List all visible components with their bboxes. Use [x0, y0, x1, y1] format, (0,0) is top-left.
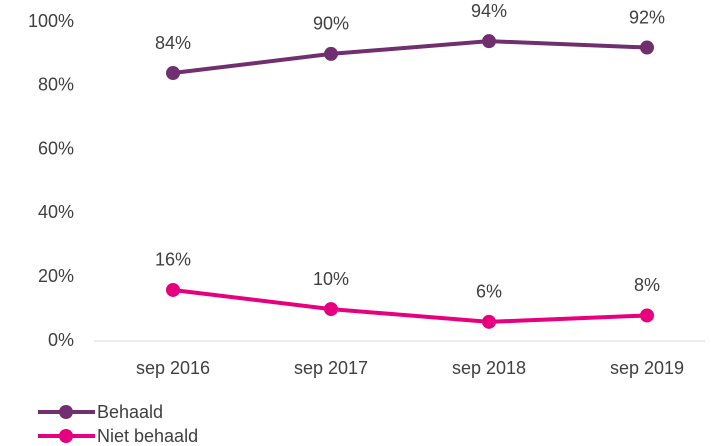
- legend-label: Behaald: [97, 402, 163, 422]
- data-point: [324, 46, 338, 61]
- data-label: 92%: [629, 7, 665, 27]
- data-label: 90%: [313, 14, 349, 34]
- data-label: 16%: [155, 250, 191, 270]
- data-point: [482, 314, 496, 329]
- x-tick-label: sep 2017: [294, 358, 368, 378]
- data-label: 10%: [313, 269, 349, 289]
- data-point: [640, 40, 654, 55]
- x-tick-label: sep 2016: [136, 358, 210, 378]
- data-point: [324, 302, 338, 317]
- y-tick-label: 80%: [38, 75, 74, 95]
- data-label: 6%: [476, 282, 502, 302]
- series-line: [172, 39, 648, 76]
- y-tick-label: 0%: [48, 330, 74, 350]
- series-line: [172, 287, 648, 324]
- data-label: 84%: [155, 33, 191, 53]
- data-point: [640, 308, 654, 323]
- y-tick-label: 20%: [38, 266, 74, 286]
- y-tick-label: 60%: [38, 138, 74, 158]
- legend-marker: [59, 429, 73, 443]
- x-tick-label: sep 2019: [610, 358, 684, 378]
- y-tick-label: 100%: [28, 11, 74, 31]
- data-label: 94%: [471, 1, 507, 21]
- y-tick-label: 40%: [38, 202, 74, 222]
- legend-label: Niet behaald: [97, 426, 198, 446]
- data-label: 8%: [634, 275, 660, 295]
- x-tick-label: sep 2018: [452, 358, 526, 378]
- data-point: [482, 34, 496, 49]
- data-point: [166, 66, 180, 81]
- data-point: [166, 282, 180, 297]
- legend-marker: [59, 405, 73, 419]
